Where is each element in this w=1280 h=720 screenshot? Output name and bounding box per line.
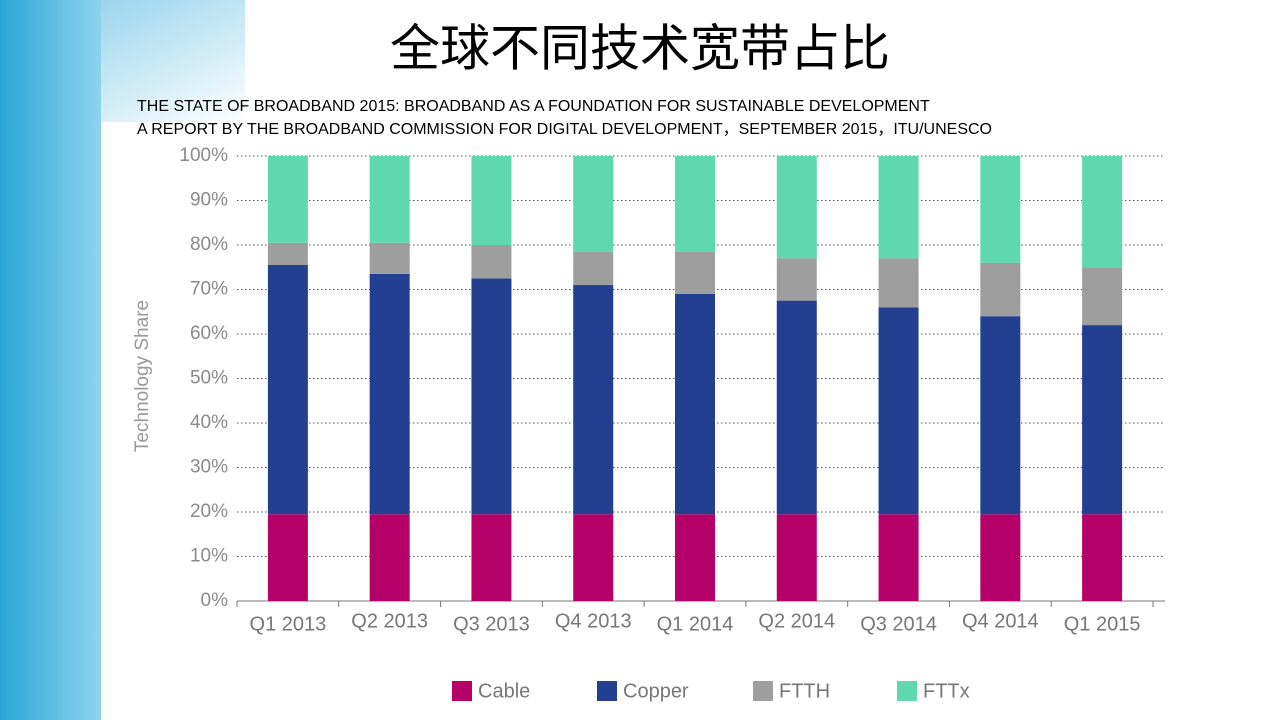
bar-segment [878, 258, 919, 308]
bar-segment [1082, 514, 1123, 601]
bar-segment [776, 258, 817, 301]
bar-segment [675, 293, 715, 515]
bar-segment [776, 156, 817, 259]
bar-segment [369, 273, 410, 515]
bar-segment [471, 514, 512, 601]
legend-swatch [597, 681, 617, 701]
bar-segment [369, 242, 410, 274]
y-tick-label: 90% [190, 190, 228, 211]
legend-label: FTTx [923, 680, 970, 702]
y-tick-label: 10% [190, 546, 228, 567]
bar-segment [776, 300, 817, 515]
legend-label: Cable [478, 680, 530, 702]
legend-swatch [897, 681, 917, 701]
y-tick-label: 20% [190, 501, 228, 522]
x-tick-label: Q2 2014 [758, 610, 835, 632]
bar-segment [471, 278, 512, 515]
subtitle: A REPORT BY THE BROADBAND COMMISSION FOR… [137, 121, 992, 138]
bar-segment [267, 514, 308, 601]
x-tick-label: Q3 2014 [860, 613, 937, 635]
decor-strip [0, 0, 101, 720]
bar-segment [471, 156, 512, 245]
bar-segment [369, 156, 410, 243]
bar-segment [675, 251, 715, 294]
bar-segment [573, 251, 614, 286]
x-tick-label: Q1 2014 [657, 613, 734, 635]
y-tick-label: 80% [190, 234, 228, 255]
bar-segment [267, 156, 308, 243]
bar-segment [267, 265, 308, 515]
x-tick-label: Q2 2013 [351, 610, 428, 632]
x-tick-label: Q4 2013 [555, 610, 632, 632]
bar-segment [267, 242, 308, 266]
y-tick-label: 70% [190, 279, 228, 300]
bar-segment [573, 514, 614, 601]
bar-segment [980, 262, 1021, 317]
y-axis-title: Technology Share [132, 300, 153, 452]
x-tick-label: Q1 2013 [250, 613, 327, 635]
bar-segment [776, 514, 817, 601]
y-tick-label: 100% [179, 145, 228, 166]
legend-swatch [753, 681, 773, 701]
y-tick-label: 40% [190, 412, 228, 433]
chart-title: 全球不同技术宽带占比 [390, 20, 890, 78]
bar-segment [471, 245, 512, 279]
subtitle: THE STATE OF BROADBAND 2015: BROADBAND A… [137, 98, 930, 115]
x-tick-label: Q3 2013 [453, 613, 530, 635]
bar-segment [1082, 267, 1123, 326]
legend-label: Copper [623, 680, 689, 702]
y-tick-label: 0% [201, 590, 229, 611]
bar-segment [573, 156, 614, 252]
bar-segment [1082, 156, 1123, 268]
bar-segment [675, 156, 715, 252]
x-tick-label: Q4 2014 [962, 610, 1039, 632]
bar-segment [675, 514, 715, 601]
legend-label: FTTH [779, 680, 830, 702]
bar-segment [980, 514, 1021, 601]
bar-segment [369, 514, 410, 601]
bar-segment [878, 307, 919, 515]
bar-segment [1082, 325, 1123, 515]
bar-segment [980, 316, 1021, 515]
y-tick-label: 50% [190, 368, 228, 389]
legend-swatch [452, 681, 472, 701]
bar-segment [878, 514, 919, 601]
y-tick-label: 60% [190, 323, 228, 344]
y-tick-label: 30% [190, 457, 228, 478]
bar-segment [980, 156, 1021, 263]
x-tick-label: Q1 2015 [1064, 613, 1141, 635]
bar-segment [573, 285, 614, 515]
bar-segment [878, 156, 919, 259]
